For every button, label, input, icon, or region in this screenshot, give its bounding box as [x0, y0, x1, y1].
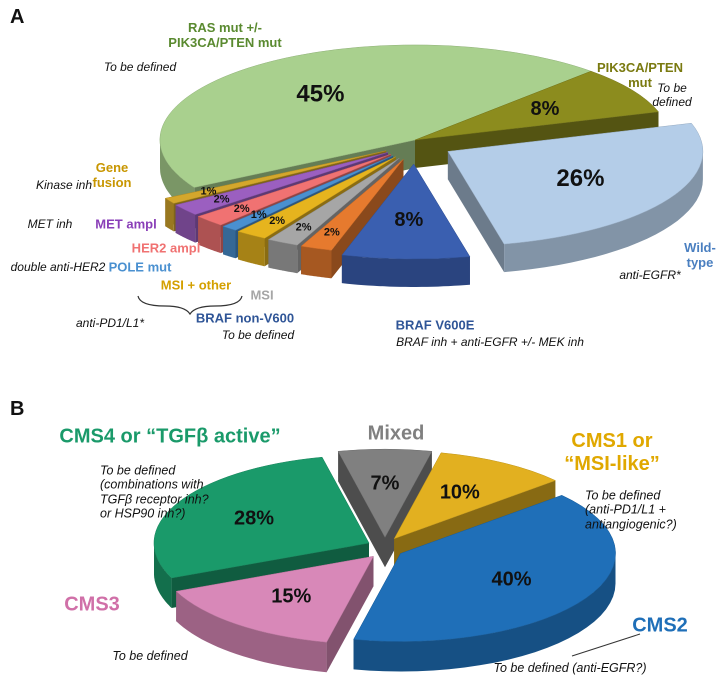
annotation: anti-PD1/L1* — [75, 316, 145, 331]
annotation: BRAF inh + anti-EGFR +/- MEK inh — [396, 335, 584, 350]
slice-name: Gene fusion — [92, 160, 132, 190]
slice — [164, 150, 387, 204]
panel-label: B — [10, 398, 25, 420]
slice-name: CMS3 — [64, 593, 120, 616]
slice — [337, 448, 433, 538]
value-label: 28% — [234, 507, 274, 529]
slice-name: MET ampl — [95, 216, 157, 232]
slice — [159, 44, 592, 188]
slice-side — [165, 198, 174, 232]
slice-side — [154, 543, 172, 608]
slice-name: POLE mut — [108, 259, 172, 275]
annotation: To be defined — [112, 648, 188, 663]
annotation: To be defined (anti-PD1/L1 + antiangioge… — [585, 488, 677, 532]
slice-side — [223, 226, 236, 259]
value-label: 2% — [214, 193, 230, 205]
group-brace — [137, 295, 243, 316]
slice — [175, 555, 374, 643]
slice-name: MSI + other — [160, 277, 232, 293]
slice-side — [268, 239, 298, 274]
annotation: To be defined — [103, 60, 177, 75]
annotation: MET inh — [27, 217, 73, 232]
slice-name: BRAF non-V600 — [195, 310, 295, 326]
value-label: 1% — [251, 209, 267, 221]
slice-name: BRAF V600E — [395, 317, 475, 333]
slice — [197, 154, 391, 226]
slice-side — [175, 205, 196, 243]
slice-side — [238, 231, 265, 267]
slice — [447, 122, 704, 245]
slice — [174, 152, 388, 215]
slice — [393, 452, 557, 540]
slice — [353, 495, 616, 642]
annotation: anti-EGFR* — [619, 268, 681, 283]
slice-side — [301, 246, 332, 279]
value-label: 40% — [492, 569, 532, 591]
annotation: To be defined — [221, 328, 295, 343]
slice — [222, 155, 394, 231]
slice-name: CMS4 or “TGFβ active” — [59, 425, 281, 448]
value-label: 45% — [296, 81, 344, 108]
value-label: 8% — [531, 98, 560, 120]
annotation: double anti-HER2 — [10, 260, 106, 275]
slice-edge — [447, 151, 505, 273]
value-label: 2% — [296, 221, 312, 233]
slice-name: Mixed — [367, 422, 425, 445]
annotation: To be defined — [652, 81, 692, 109]
slice-name: RAS mut +/- PIK3CA/PTEN mut — [168, 20, 282, 50]
annotation: Kinase inh — [35, 178, 93, 193]
slice-side — [176, 591, 327, 673]
value-label: 2% — [269, 215, 285, 227]
leader-line — [571, 633, 641, 657]
slice-name: Wild-type — [684, 240, 716, 270]
annotation: To be defined (combinations with TGFβ re… — [100, 463, 209, 521]
value-label: 1% — [200, 186, 216, 198]
slice — [153, 456, 370, 579]
value-label: 26% — [556, 165, 604, 192]
slice-name: PIK3CA/PTEN mut — [597, 60, 683, 90]
slice-side — [353, 553, 616, 672]
slice — [267, 157, 400, 246]
slice-name: MSI — [250, 287, 274, 303]
slice-name: HER2 ampl — [131, 240, 201, 256]
slice-name: CMS1 or “MSI-like” — [564, 430, 660, 475]
value-label: 7% — [371, 473, 400, 495]
slice — [414, 70, 659, 141]
value-label: 8% — [394, 209, 423, 231]
slice — [300, 159, 404, 251]
slice-edge — [338, 451, 385, 568]
slice — [237, 156, 396, 239]
slice — [341, 163, 471, 260]
value-label: 15% — [271, 585, 311, 607]
slice-name: CMS2 — [632, 614, 688, 637]
value-label: 2% — [324, 226, 340, 238]
slice-side — [198, 216, 221, 254]
slice-side — [504, 151, 703, 273]
annotation: To be defined (anti-EGFR?) — [493, 660, 647, 675]
value-label: 10% — [440, 482, 480, 504]
value-label: 2% — [234, 203, 250, 215]
panel-label: A — [10, 6, 25, 28]
slice-side — [341, 255, 470, 287]
